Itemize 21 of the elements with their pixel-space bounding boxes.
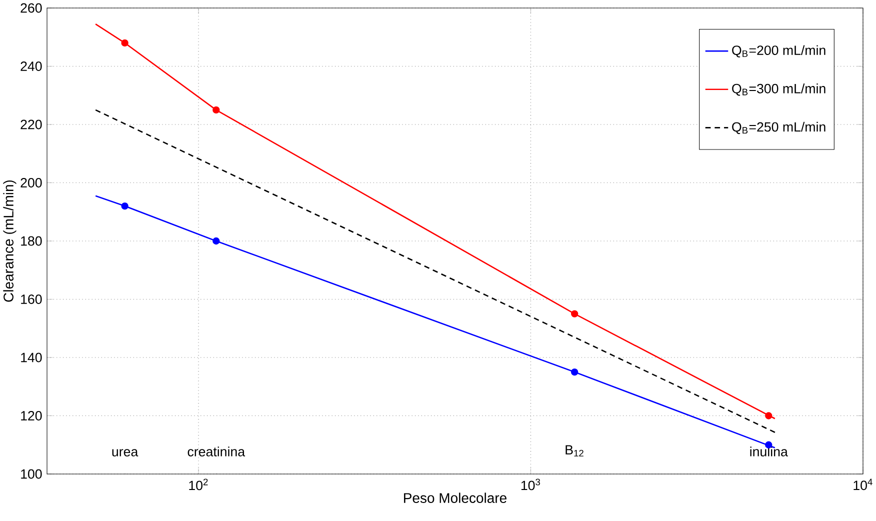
legend-label: Q$_{B}$=250 mL/min <box>732 122 826 134</box>
y-tick-label: 160 <box>21 294 42 304</box>
x-axis-title: Peso Molecolare <box>404 492 506 503</box>
x-tick-label: 10$^{2}$ <box>189 478 208 490</box>
legend-label: Q$_{B}$=300 mL/min <box>732 84 826 96</box>
y-tick-label: 240 <box>20 62 42 71</box>
annotation: inulina <box>750 446 788 456</box>
annotation: creatinina <box>188 446 246 456</box>
legend-label: Q$_{B}$=200 mL/min <box>732 45 826 58</box>
y-tick-label: 140 <box>21 352 42 362</box>
y-tick-label: 260 <box>20 3 42 13</box>
y-tick-label: 100 <box>21 469 42 479</box>
y-tick-label: 120 <box>21 411 42 420</box>
x-tick-label: 10$^{4}$ <box>854 478 872 490</box>
x-tick-label: 10$^{3}$ <box>521 478 540 490</box>
y-axis-title: Clearance (mL/min) <box>3 180 16 302</box>
annotation: urea <box>112 449 138 456</box>
y-tick-label: 180 <box>21 236 42 246</box>
y-tick-label: 200 <box>20 178 42 188</box>
annotation: B$_{12}$ <box>566 445 584 456</box>
y-tick-label: 220 <box>20 120 42 130</box>
